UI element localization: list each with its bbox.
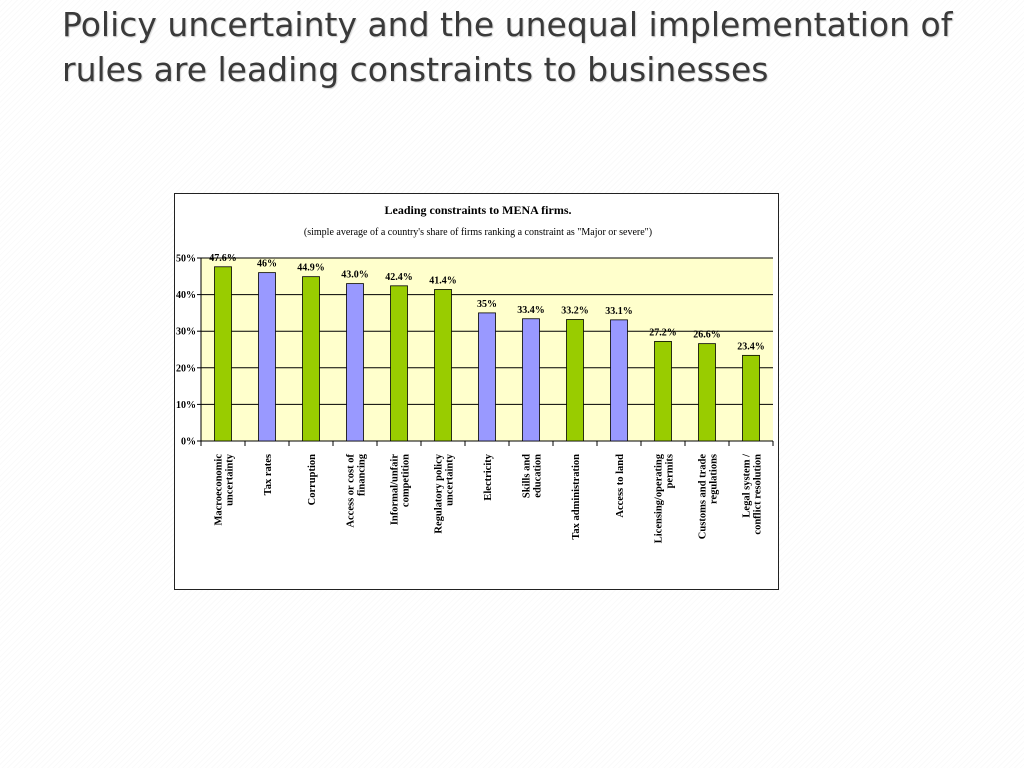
data-label: 26.6% [693, 330, 721, 341]
x-tick-label-line: Skills and [522, 454, 533, 498]
bar [214, 266, 232, 442]
data-label: 46% [257, 259, 277, 270]
x-tick-label-line: financing [357, 453, 368, 496]
x-tick-label: Licensing/operatingpermits [654, 453, 676, 543]
x-tick-label-line: Tax rates [263, 454, 274, 495]
x-tick-label-line: Legal system / [742, 453, 753, 518]
bar [478, 312, 496, 442]
bar [698, 343, 716, 442]
chart-frame: Leading constraints to MENA firms. (simp… [174, 193, 779, 590]
x-tick-label-line: Informal/unfair [390, 454, 401, 526]
x-tick-label-line: regulations [709, 454, 720, 504]
x-tick-label-line: Tax administration [571, 454, 582, 540]
y-tick-label: 40% [176, 290, 196, 301]
chart-title: Leading constraints to MENA firms. [385, 203, 572, 217]
x-tick-label: Electricity [483, 453, 494, 500]
chart-subtitle: (simple average of a country's share of … [304, 227, 652, 238]
bar [742, 354, 760, 442]
data-label: 35% [477, 299, 497, 310]
y-tick-label: 20% [176, 363, 196, 374]
x-tick-label: Macroeconomicuncertainty [214, 453, 236, 525]
x-tick-label-line: uncertainty [225, 453, 236, 506]
x-tick-label-line: permits [665, 454, 676, 488]
data-label: 41.4% [429, 275, 457, 286]
x-tick-label-line: Electricity [483, 453, 494, 500]
bar [346, 283, 364, 442]
x-tick-label: Legal system /conflict resolution [742, 453, 764, 535]
bar [434, 289, 452, 442]
bar [390, 285, 408, 442]
bar [610, 319, 628, 442]
x-tick-label-line: Customs and trade [698, 454, 709, 540]
x-tick-label-line: conflict resolution [753, 454, 764, 535]
x-tick-label-line: uncertainty [445, 453, 456, 506]
x-tick-label: Skills andeducation [522, 454, 544, 498]
data-label: 33.4% [517, 305, 545, 316]
x-tick-label: Tax rates [263, 454, 274, 495]
x-tick-label-line: Corruption [307, 454, 318, 505]
slide-title: Policy uncertainty and the unequal imple… [62, 5, 953, 89]
y-tick-label: 50% [176, 254, 196, 265]
x-tick-label-line: Licensing/operating [654, 453, 665, 543]
x-tick-label: Regulatory policyuncertainty [434, 453, 456, 533]
data-label: 33.1% [605, 306, 633, 317]
data-label: 27.2% [649, 327, 677, 338]
bar-chart: Leading constraints to MENA firms. (simp… [176, 203, 774, 543]
data-label: 23.4% [737, 341, 765, 352]
x-tick-label-line: Regulatory policy [434, 453, 445, 533]
data-label: 43.0% [341, 270, 369, 281]
x-tick-label-line: education [533, 454, 544, 498]
y-tick-label: 30% [176, 327, 196, 338]
bar [302, 276, 320, 442]
x-tick-label-line: Macroeconomic [214, 454, 225, 526]
x-tick-label-line: competition [401, 454, 412, 507]
x-tick-label: Tax administration [571, 454, 582, 540]
x-tick-label: Corruption [307, 454, 318, 505]
x-tick-label: Access to land [615, 454, 626, 518]
x-tick-label: Customs and traderegulations [698, 454, 720, 540]
data-label: 44.9% [297, 263, 325, 274]
data-label: 33.2% [561, 305, 589, 316]
y-tick-label: 0% [181, 437, 196, 448]
data-label: 47.6% [209, 253, 237, 264]
bar [522, 318, 540, 442]
x-tick-label: Access or cost offinancing [346, 453, 368, 527]
x-tick-label-line: Access or cost of [346, 454, 357, 528]
bar [654, 341, 672, 442]
bar [258, 272, 276, 442]
data-label: 42.4% [385, 272, 413, 283]
y-tick-label: 10% [176, 400, 196, 411]
x-tick-label-line: Access to land [615, 454, 626, 518]
x-tick-label: Informal/unfaircompetition [390, 454, 412, 526]
bar [566, 319, 584, 442]
